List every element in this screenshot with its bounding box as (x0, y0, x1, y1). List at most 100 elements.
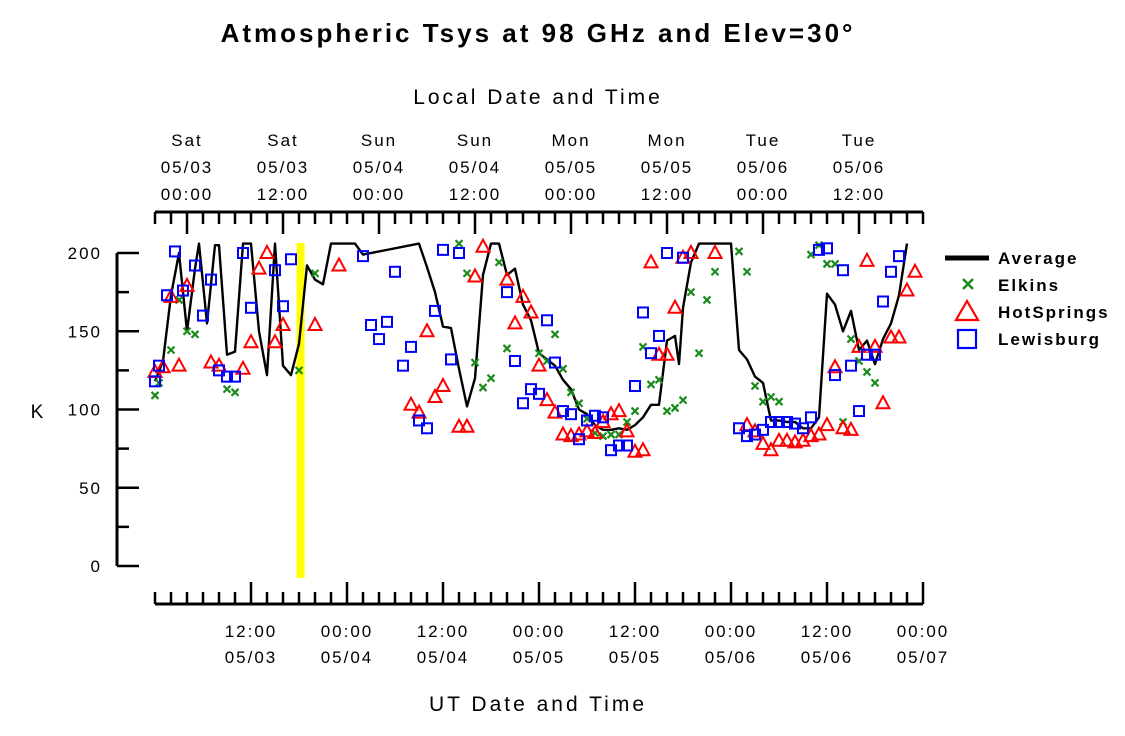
x-mark (486, 373, 496, 383)
elkins-point (462, 269, 472, 278)
elkins-point (654, 375, 664, 385)
elkins-point (766, 392, 776, 402)
top-tick-date: 05/06 (833, 158, 886, 177)
lewisburg-point (445, 353, 457, 366)
legend-item-average: Average (945, 249, 1078, 268)
top-tick-time: 12:00 (449, 185, 502, 204)
bottom-tick-label: 12:00 05/03 (225, 622, 276, 667)
x-mark (862, 367, 872, 377)
legend-item-lewisburg: Lewisburg (956, 328, 1101, 350)
x-mark (182, 326, 192, 336)
hotsprings-point (874, 394, 892, 410)
top-tick-time: 12:00 (257, 185, 310, 204)
lewisburg-point (229, 370, 241, 383)
elkins-point (702, 295, 712, 305)
lewisburg-point (153, 359, 165, 372)
top-tick-time: 00:00 (353, 185, 406, 204)
top-tick-date: 05/04 (353, 158, 406, 177)
x-mark (702, 295, 712, 305)
elkins-point (190, 330, 200, 339)
lewisburg-point (389, 265, 401, 278)
x-mark (630, 406, 640, 416)
hotsprings-point (882, 328, 900, 344)
top-tick-day: Sun (361, 131, 397, 150)
hotsprings-point (826, 358, 844, 374)
x-mark (870, 378, 880, 388)
x-mark (670, 403, 680, 413)
x-mark (606, 430, 616, 439)
bottom-tick-time: 12:00 (801, 622, 854, 641)
elkins-point (294, 366, 304, 375)
x-mark (502, 344, 512, 353)
top-tick-label: Mon 05/05 12:00 (641, 131, 694, 204)
hotsprings-point (418, 322, 436, 338)
lewisburg-point (613, 439, 625, 452)
elkins-point (686, 287, 696, 297)
lewisburg-point (221, 370, 233, 383)
y-tick-label: 100 (68, 401, 102, 420)
series-layer (146, 237, 924, 458)
x-mark (710, 267, 720, 277)
legend-label: Average (998, 249, 1078, 268)
hotsprings-point (906, 262, 924, 278)
hotsprings-point (154, 358, 172, 374)
x-mark (550, 330, 560, 339)
lewisburg-point (197, 309, 209, 322)
elkins-point (742, 267, 752, 277)
hotsprings-point (474, 237, 492, 253)
lewisburg-point (861, 348, 873, 361)
x-mark (534, 348, 544, 358)
top-tick-time: 00:00 (161, 185, 214, 204)
legend-label: Lewisburg (998, 330, 1101, 349)
bottom-tick-time: 00:00 (705, 622, 758, 641)
bottom-tick-label: 00:00 05/05 (513, 622, 564, 667)
hotsprings-point (466, 267, 484, 283)
top-tick-label: Sun 05/04 00:00 (353, 131, 406, 204)
lewisburg-point (269, 264, 281, 277)
x-mark (662, 406, 672, 416)
top-tick-day: Mon (647, 131, 686, 150)
lewisburg-point (573, 433, 585, 446)
hotsprings-point (250, 259, 268, 275)
top-tick-day: Sat (267, 131, 299, 150)
lewisburg-point (877, 295, 889, 308)
legend-item-elkins: Elkins (962, 276, 1058, 295)
x-mark (462, 269, 472, 278)
top-tick-date: 05/05 (545, 158, 598, 177)
x-mark (222, 384, 232, 394)
x-mark (478, 383, 488, 392)
y-tick-label: 50 (79, 479, 102, 498)
top-tick-day: Tue (842, 131, 877, 150)
bottom-tick-date: 05/06 (705, 648, 758, 667)
x-mark (678, 395, 688, 405)
x-mark (646, 380, 656, 389)
elkins-point (630, 406, 640, 416)
lewisburg-point (413, 414, 425, 427)
hotsprings-point (898, 281, 916, 297)
lewisburg-point (885, 265, 897, 278)
lewisburg-point (813, 243, 825, 256)
hotsprings-point (610, 401, 628, 418)
x-mark (230, 388, 240, 397)
lewisburg-point (245, 301, 257, 314)
legend-label: HotSprings (998, 303, 1110, 322)
x-mark (742, 267, 752, 277)
y-tick-label: 0 (91, 557, 102, 576)
lewisburg-point (549, 356, 561, 369)
lewisburg-point (161, 289, 173, 302)
y-axis-label: K (31, 402, 46, 423)
lewisburg-point (541, 314, 553, 327)
hotsprings-point (762, 441, 780, 457)
top-tick-day: Mon (551, 131, 590, 150)
x-mark (574, 398, 584, 408)
top-tick-time: 12:00 (641, 185, 694, 204)
lewisburg-point (893, 250, 905, 263)
bottom-tick-date: 05/06 (801, 648, 854, 667)
hotsprings-point (858, 251, 876, 267)
x-mark (734, 247, 744, 256)
top-tick-date: 05/05 (641, 158, 694, 177)
elkins-point (166, 345, 176, 355)
top-tick-day: Sat (171, 131, 203, 150)
lewisburg-point (741, 430, 753, 443)
